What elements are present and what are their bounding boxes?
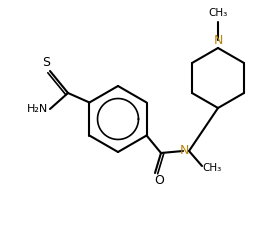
Text: O: O [154, 173, 164, 186]
Text: H₂N: H₂N [27, 104, 49, 114]
Text: S: S [42, 55, 50, 69]
Text: N: N [213, 33, 223, 46]
Text: N: N [179, 143, 189, 156]
Text: CH₃: CH₃ [209, 8, 228, 18]
Text: CH₃: CH₃ [202, 163, 222, 173]
